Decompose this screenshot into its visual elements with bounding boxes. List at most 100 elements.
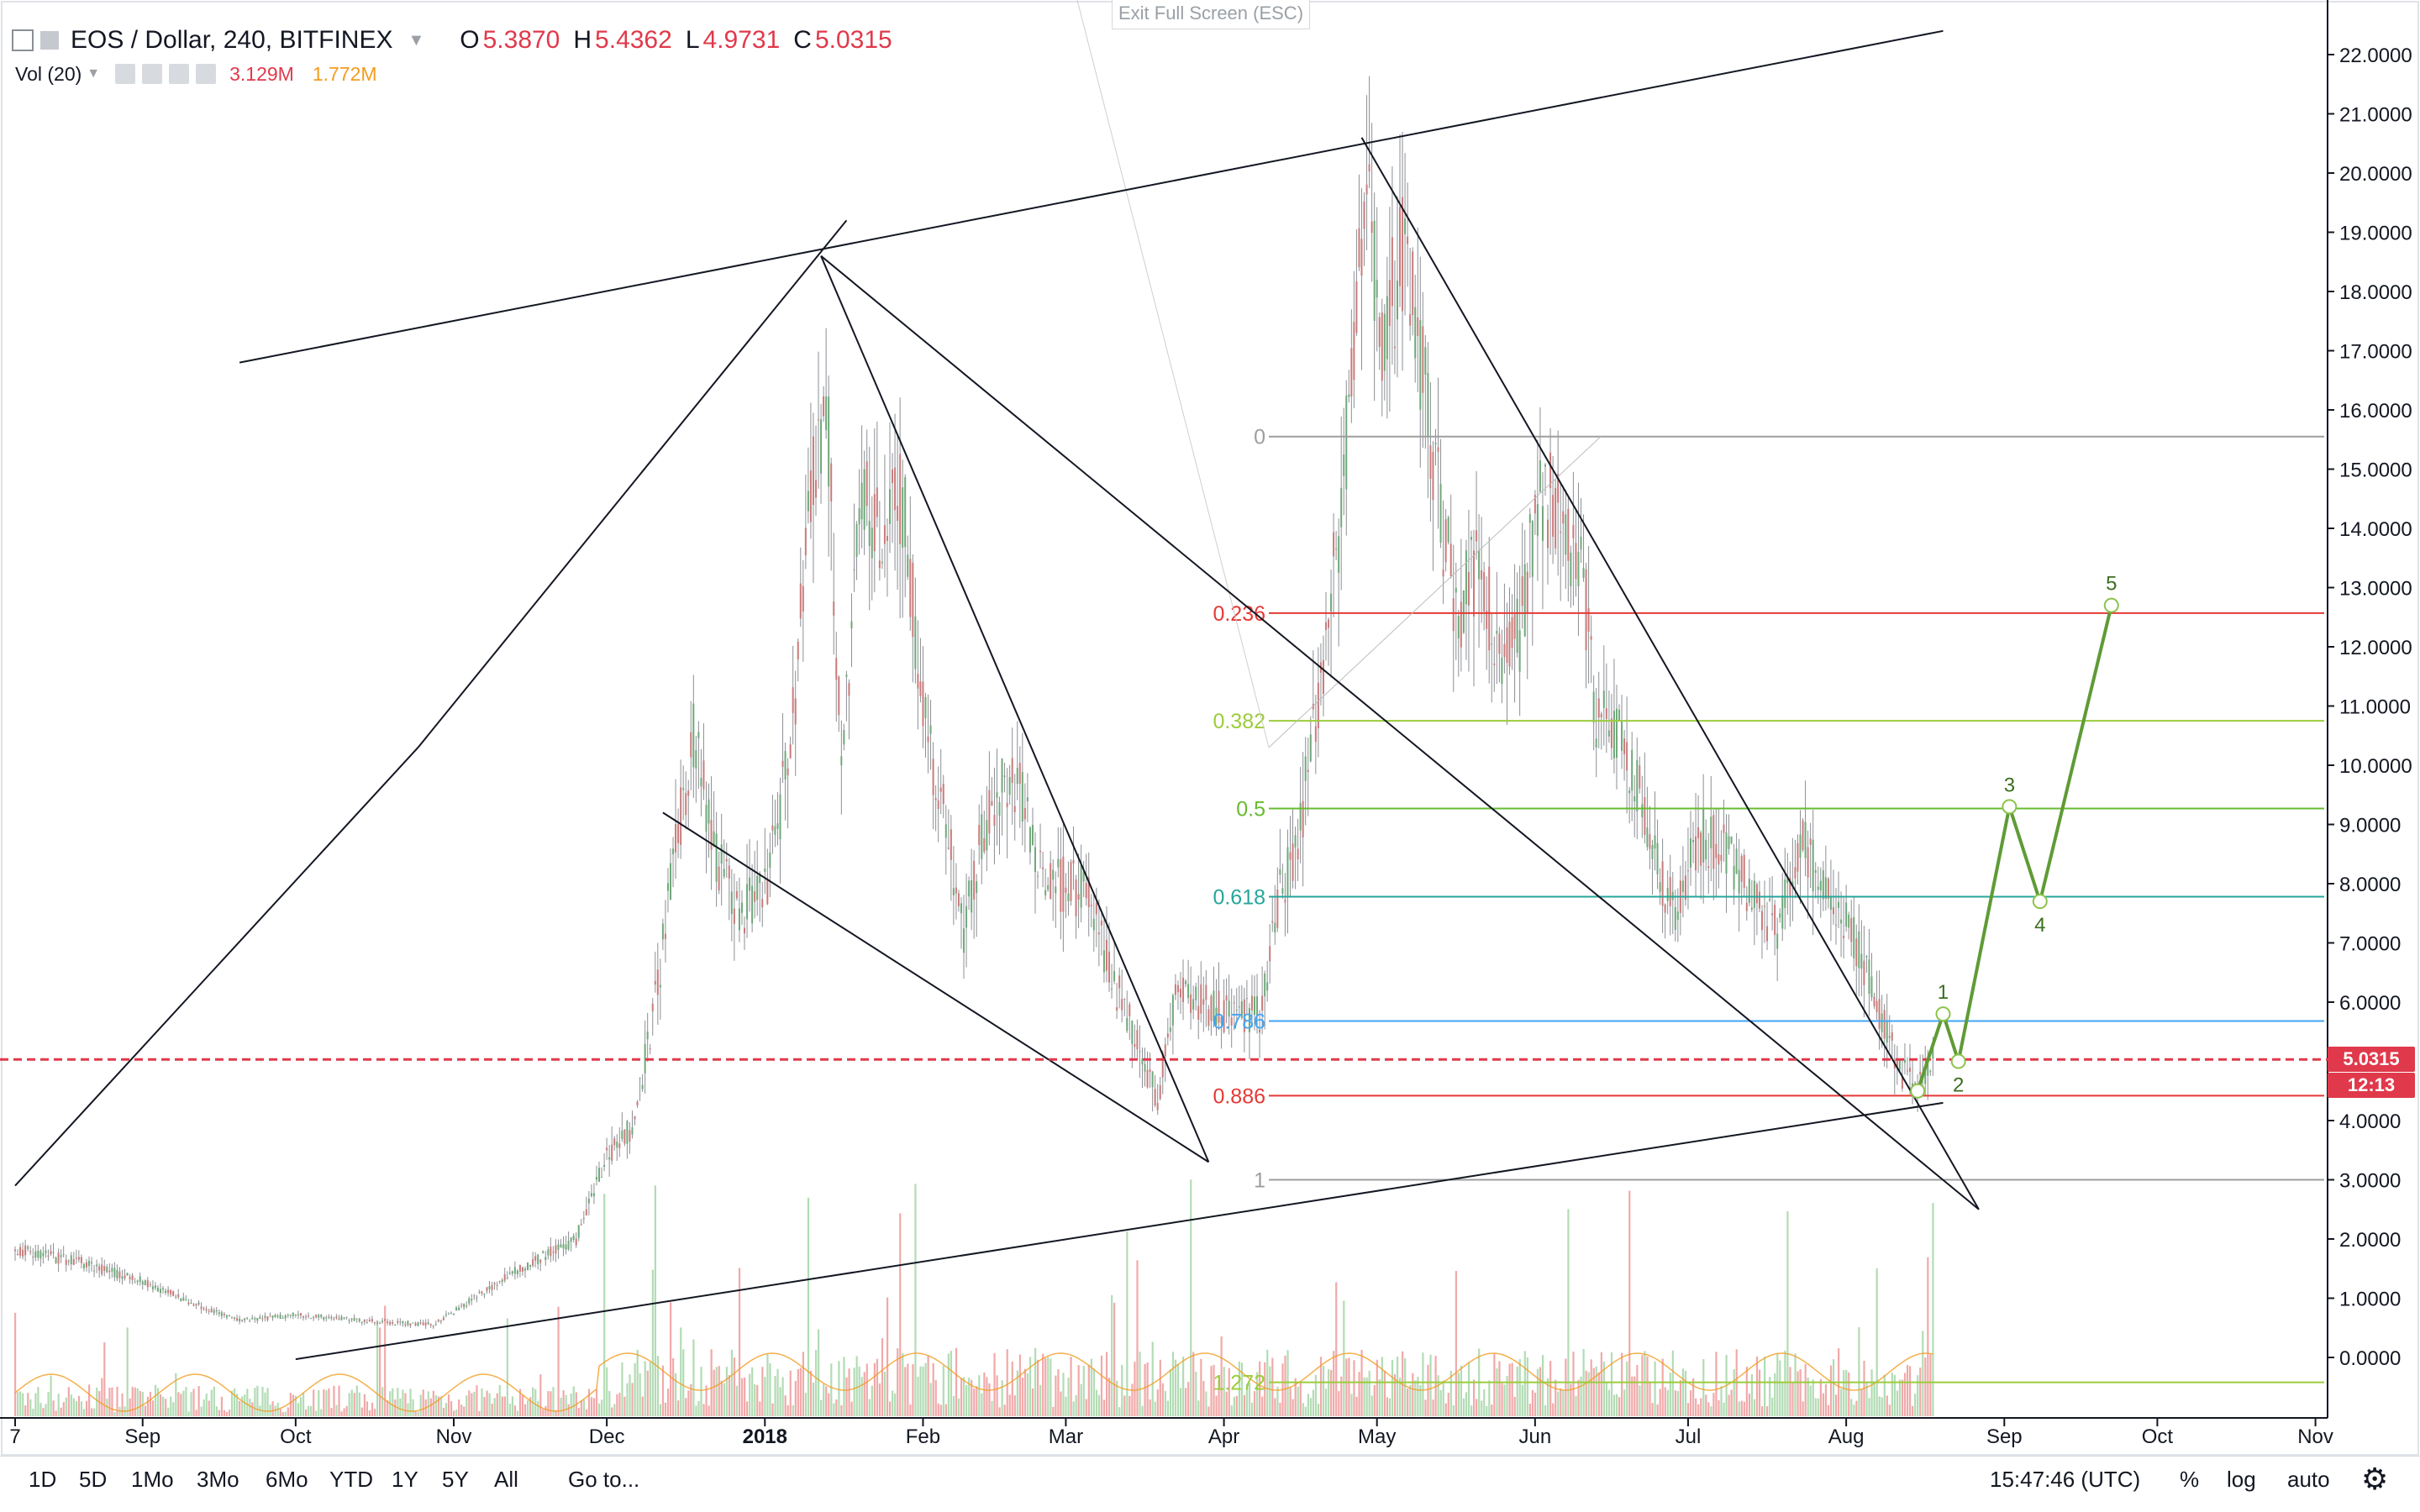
candle-body bbox=[771, 825, 774, 831]
candle-body bbox=[1607, 730, 1610, 737]
volume-bar bbox=[565, 1394, 567, 1416]
volume-bar bbox=[708, 1405, 710, 1416]
volume-bar bbox=[942, 1365, 944, 1416]
wave-point[interactable] bbox=[1935, 1006, 1951, 1022]
candle-body bbox=[108, 1270, 111, 1273]
volume-bar bbox=[1003, 1404, 1006, 1416]
range-button-ytd[interactable]: YTD bbox=[329, 1467, 373, 1492]
candle-body bbox=[618, 1143, 621, 1148]
range-button-all[interactable]: All bbox=[494, 1467, 518, 1492]
volume-bar bbox=[101, 1378, 103, 1416]
candle-body bbox=[1654, 835, 1656, 849]
candle-body bbox=[794, 698, 797, 725]
range-button-6mo[interactable]: 6Mo bbox=[266, 1467, 308, 1492]
volume-bar bbox=[1712, 1393, 1715, 1416]
volume-bar bbox=[299, 1397, 302, 1416]
log-toggle[interactable]: log bbox=[2227, 1467, 2256, 1492]
candle-body bbox=[516, 1270, 518, 1274]
wave-point[interactable] bbox=[2002, 799, 2018, 815]
exit-fullscreen-button[interactable]: Exit Full Screen (ESC) bbox=[1112, 0, 1310, 29]
volume-bar bbox=[812, 1382, 815, 1416]
wave-point[interactable] bbox=[2032, 894, 2048, 910]
symbol-title[interactable]: EOS / Dollar, 240, BITFINEX bbox=[71, 26, 393, 54]
candle-body bbox=[1534, 495, 1536, 514]
candle-body bbox=[1139, 1051, 1141, 1053]
candle-body bbox=[1641, 804, 1644, 817]
volume-bar bbox=[1730, 1389, 1733, 1416]
candle-body bbox=[488, 1286, 491, 1289]
range-button-5y[interactable]: 5Y bbox=[442, 1467, 469, 1492]
close-icon[interactable] bbox=[196, 64, 217, 84]
candle-body bbox=[654, 980, 656, 985]
candle-body bbox=[177, 1294, 180, 1298]
volume-bar bbox=[57, 1394, 60, 1416]
volume-bar bbox=[973, 1389, 976, 1416]
percent-toggle[interactable]: % bbox=[2180, 1467, 2200, 1492]
range-button-1y[interactable]: 1Y bbox=[392, 1467, 418, 1492]
volume-bar bbox=[889, 1401, 892, 1416]
candle-body bbox=[809, 470, 812, 522]
volume-bar bbox=[1886, 1395, 1888, 1416]
volume-bar bbox=[1493, 1353, 1496, 1416]
plus-icon[interactable] bbox=[169, 64, 190, 84]
volume-bar bbox=[1174, 1359, 1177, 1416]
candle-body bbox=[1597, 698, 1600, 718]
candle-body bbox=[792, 687, 794, 713]
volume-bar bbox=[1266, 1349, 1269, 1416]
candle-body bbox=[1023, 808, 1026, 820]
volume-bar bbox=[27, 1393, 29, 1416]
volume-bar bbox=[208, 1400, 210, 1416]
candle-body bbox=[274, 1315, 276, 1318]
range-button-3mo[interactable]: 3Mo bbox=[197, 1467, 239, 1492]
volume-bar bbox=[919, 1366, 922, 1416]
candle-body bbox=[1090, 905, 1092, 906]
volume-bar bbox=[1146, 1362, 1149, 1416]
collapse-icon[interactable] bbox=[12, 29, 34, 51]
gear-icon[interactable] bbox=[142, 64, 163, 84]
volume-bar bbox=[1136, 1260, 1139, 1416]
wave-point[interactable] bbox=[1910, 1083, 1926, 1099]
volume-bar bbox=[634, 1362, 636, 1416]
volume-bar bbox=[302, 1393, 305, 1416]
auto-toggle[interactable]: auto bbox=[2287, 1467, 2330, 1492]
time-tick-label: Apr bbox=[1208, 1425, 1239, 1448]
candle-body bbox=[1097, 932, 1100, 935]
volume-bar bbox=[592, 1398, 596, 1416]
candle-body bbox=[823, 396, 825, 417]
volume-bar bbox=[710, 1349, 713, 1416]
goto-button[interactable]: Go to... bbox=[568, 1467, 640, 1492]
candle-body bbox=[587, 1199, 590, 1204]
eye-icon[interactable] bbox=[115, 64, 136, 84]
volume-bar bbox=[1312, 1389, 1315, 1416]
gear-icon[interactable]: ⚙ bbox=[2361, 1462, 2389, 1496]
volume-label[interactable]: Vol (20) bbox=[15, 62, 82, 85]
volume-bar bbox=[1636, 1365, 1639, 1416]
volume-bar bbox=[409, 1389, 412, 1416]
range-button-5d[interactable]: 5D bbox=[79, 1467, 108, 1492]
volume-chevron-icon[interactable]: ▼ bbox=[87, 66, 101, 81]
candle-body bbox=[215, 1310, 218, 1312]
candle-body bbox=[17, 1253, 19, 1256]
candle-body bbox=[1565, 514, 1567, 555]
wave-point[interactable] bbox=[2103, 597, 2119, 613]
candle-body bbox=[1259, 1029, 1261, 1033]
range-button-1mo[interactable]: 1Mo bbox=[131, 1467, 174, 1492]
wave-point[interactable] bbox=[1950, 1053, 1966, 1069]
range-button-1d[interactable]: 1D bbox=[29, 1467, 57, 1492]
candle-body bbox=[659, 984, 661, 988]
utc-clock[interactable]: 15:47:46 (UTC) bbox=[1990, 1467, 2141, 1492]
volume-bar bbox=[1465, 1392, 1468, 1416]
candle-body bbox=[735, 890, 738, 899]
candle-body bbox=[1628, 790, 1631, 794]
volume-bar bbox=[621, 1362, 623, 1416]
candle-body bbox=[134, 1282, 136, 1284]
volume-bar bbox=[1223, 1367, 1225, 1416]
volume-bar bbox=[1050, 1358, 1052, 1416]
volume-bar bbox=[1774, 1373, 1776, 1416]
candle-body bbox=[886, 536, 888, 541]
volume-bar bbox=[1623, 1389, 1626, 1416]
candle-body bbox=[159, 1289, 161, 1294]
volume-bar bbox=[749, 1373, 751, 1416]
chevron-down-icon[interactable]: ▼ bbox=[408, 30, 425, 50]
